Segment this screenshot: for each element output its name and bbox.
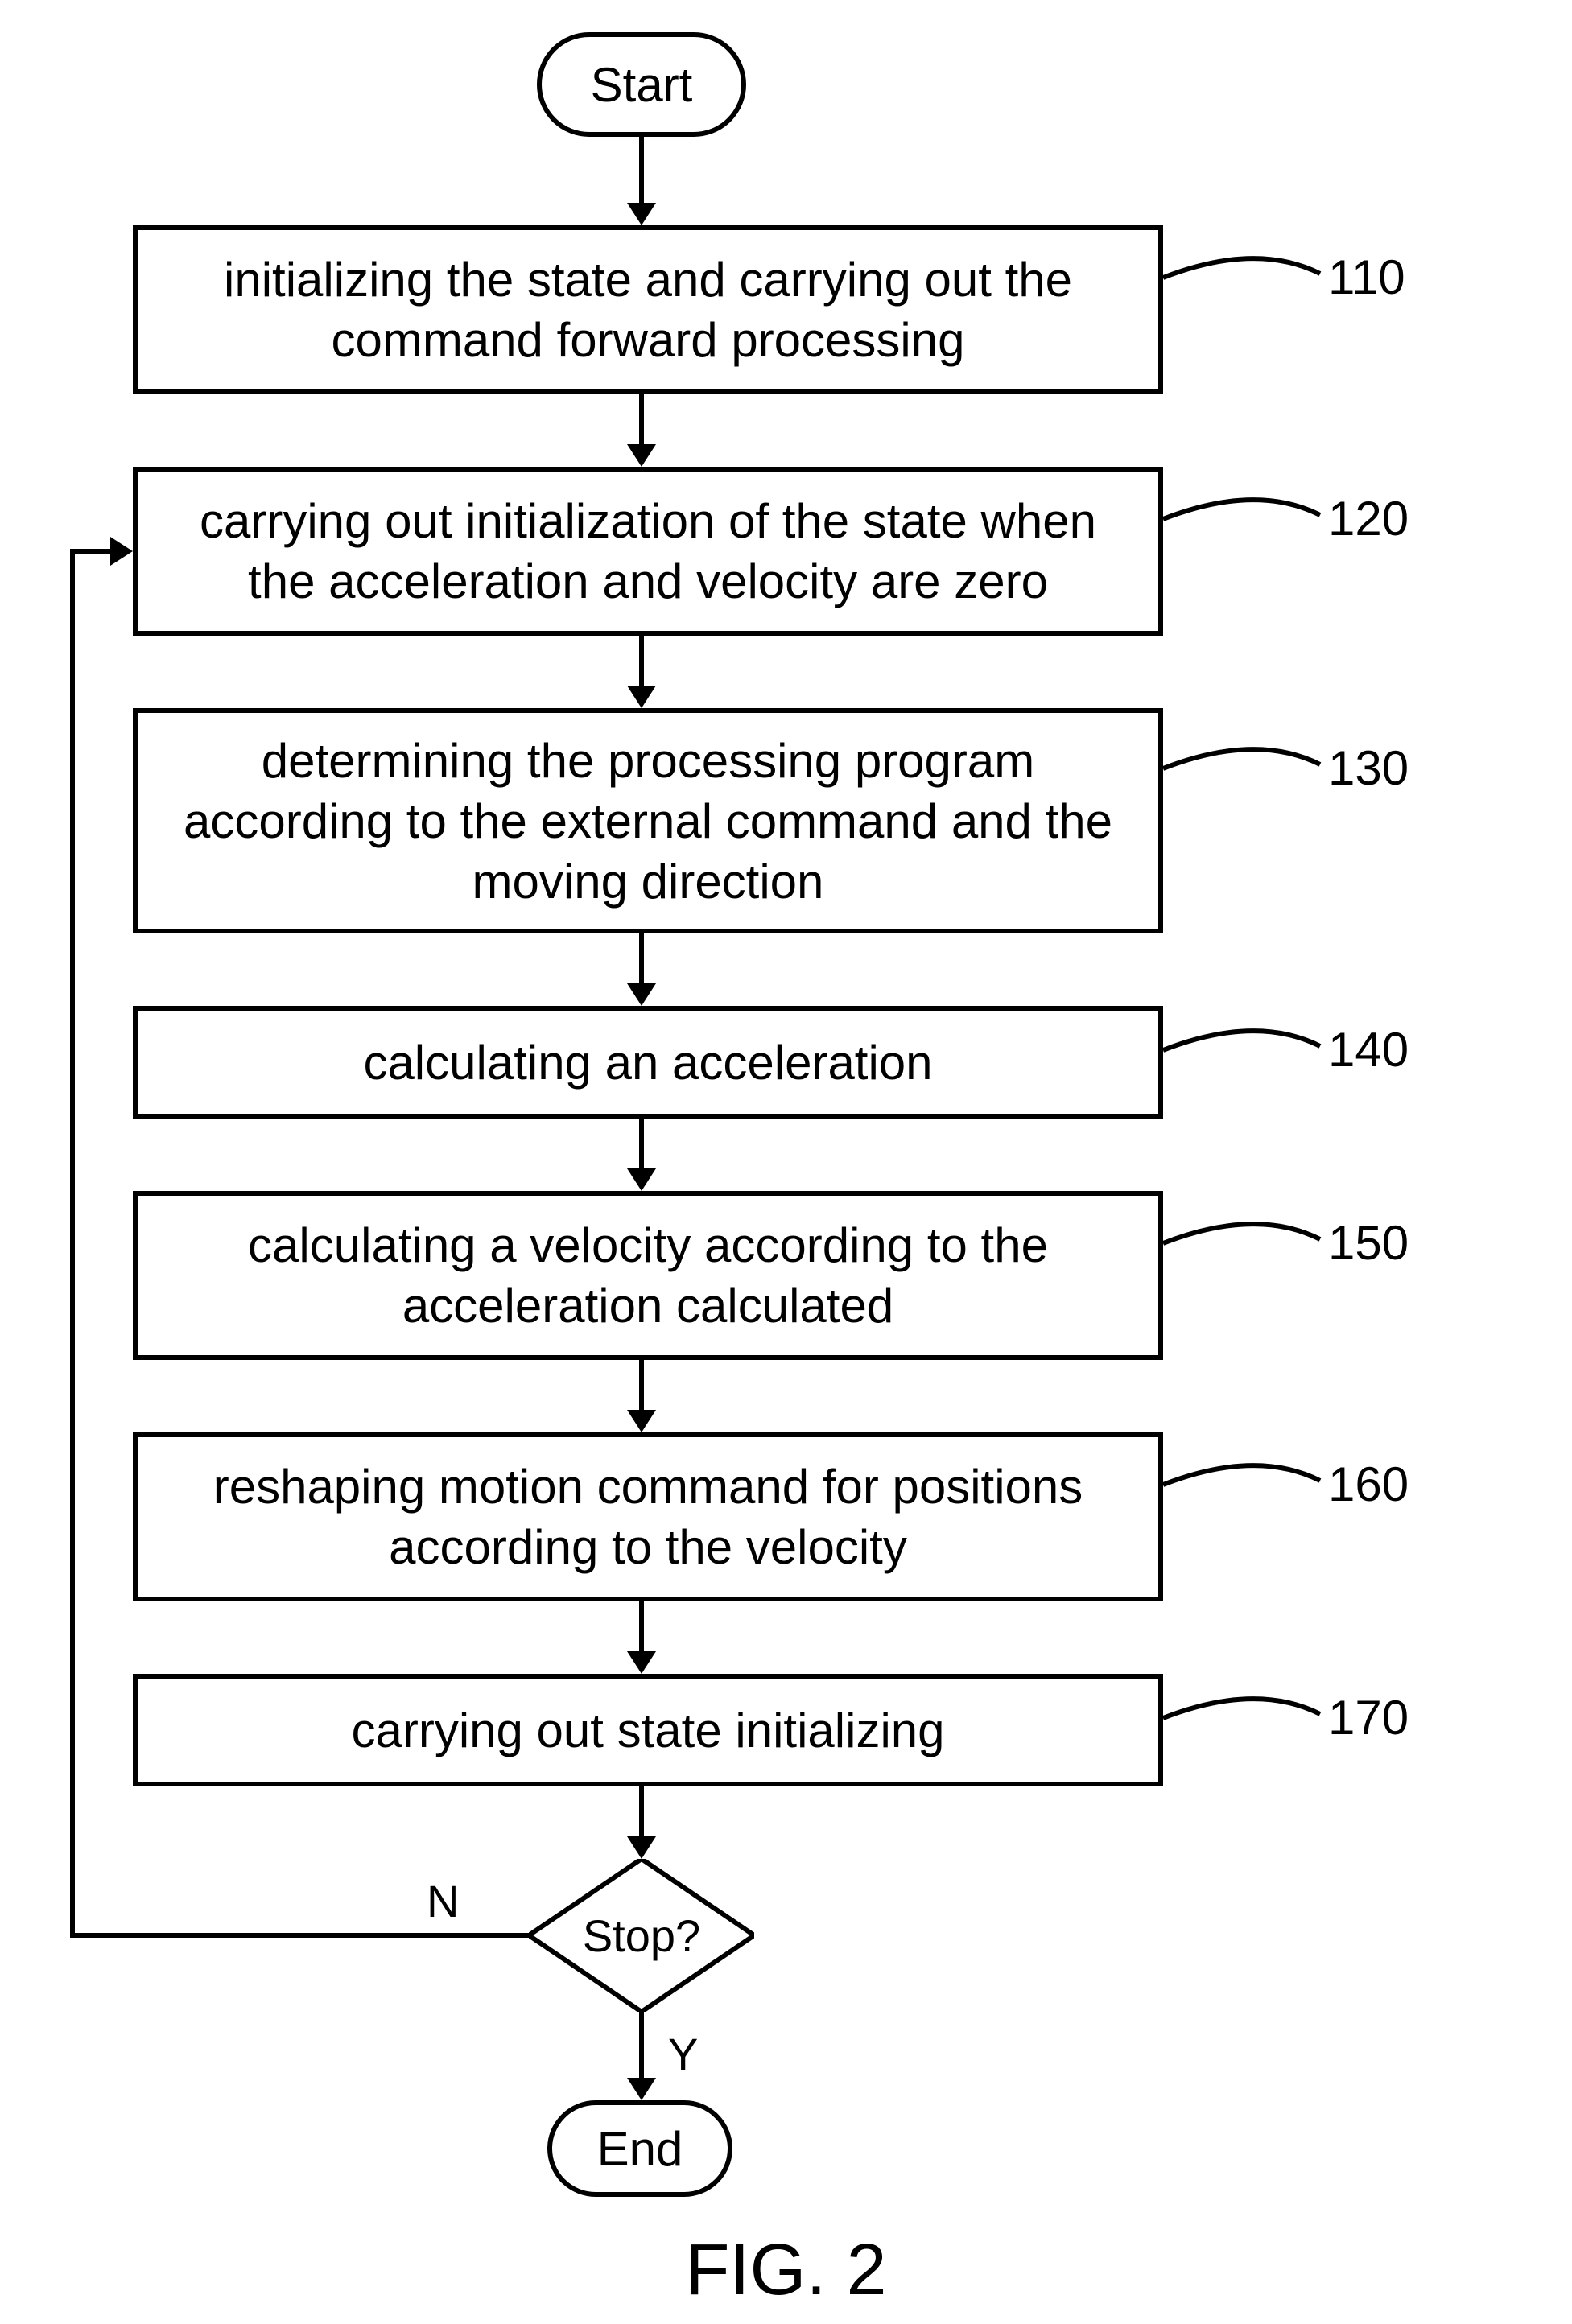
arrow-p130-p140 <box>627 933 656 1006</box>
start-terminator: Start <box>537 32 746 137</box>
arrow-p170-dec <box>627 1786 656 1859</box>
figure-caption: FIG. 2 <box>0 2229 1572 2312</box>
ref-connector <box>1160 1011 1323 1053</box>
flowchart-canvas: Start initializing the state and carrying… <box>0 0 1572 2324</box>
arrow-p140-p150 <box>627 1119 656 1191</box>
ref-label-150: 150 <box>1328 1215 1409 1271</box>
branch-label-yes: Y <box>668 2028 698 2080</box>
ref-label-130: 130 <box>1328 740 1409 796</box>
ref-label-170: 170 <box>1328 1690 1409 1745</box>
branch-label-no: N <box>427 1875 459 1927</box>
ref-connector <box>1160 1204 1323 1246</box>
ref-connector <box>1160 480 1323 522</box>
arrow-p150-p160 <box>627 1360 656 1432</box>
ref-connector <box>1160 729 1323 772</box>
end-terminator: End <box>547 2100 732 2197</box>
ref-connector <box>1160 238 1323 281</box>
process-110-label: initializing the state and carrying out … <box>224 249 1072 370</box>
end-label: End <box>597 2121 683 2177</box>
ref-label-140: 140 <box>1328 1022 1409 1078</box>
arrow-p110-p120 <box>627 394 656 467</box>
ref-label-110: 110 <box>1328 249 1405 305</box>
loopback-no-arrow <box>56 535 574 1951</box>
ref-connector <box>1160 1445 1323 1488</box>
ref-label-160: 160 <box>1328 1457 1409 1512</box>
ref-label-120: 120 <box>1328 491 1409 546</box>
arrow-p120-p130 <box>627 636 656 708</box>
arrow-dec-end <box>627 2012 656 2100</box>
process-110: initializing the state and carrying out … <box>133 225 1163 394</box>
arrow-p160-p170 <box>627 1601 656 1674</box>
ref-connector <box>1160 1679 1323 1721</box>
start-label: Start <box>591 57 693 113</box>
arrow-start-p110 <box>627 137 656 225</box>
